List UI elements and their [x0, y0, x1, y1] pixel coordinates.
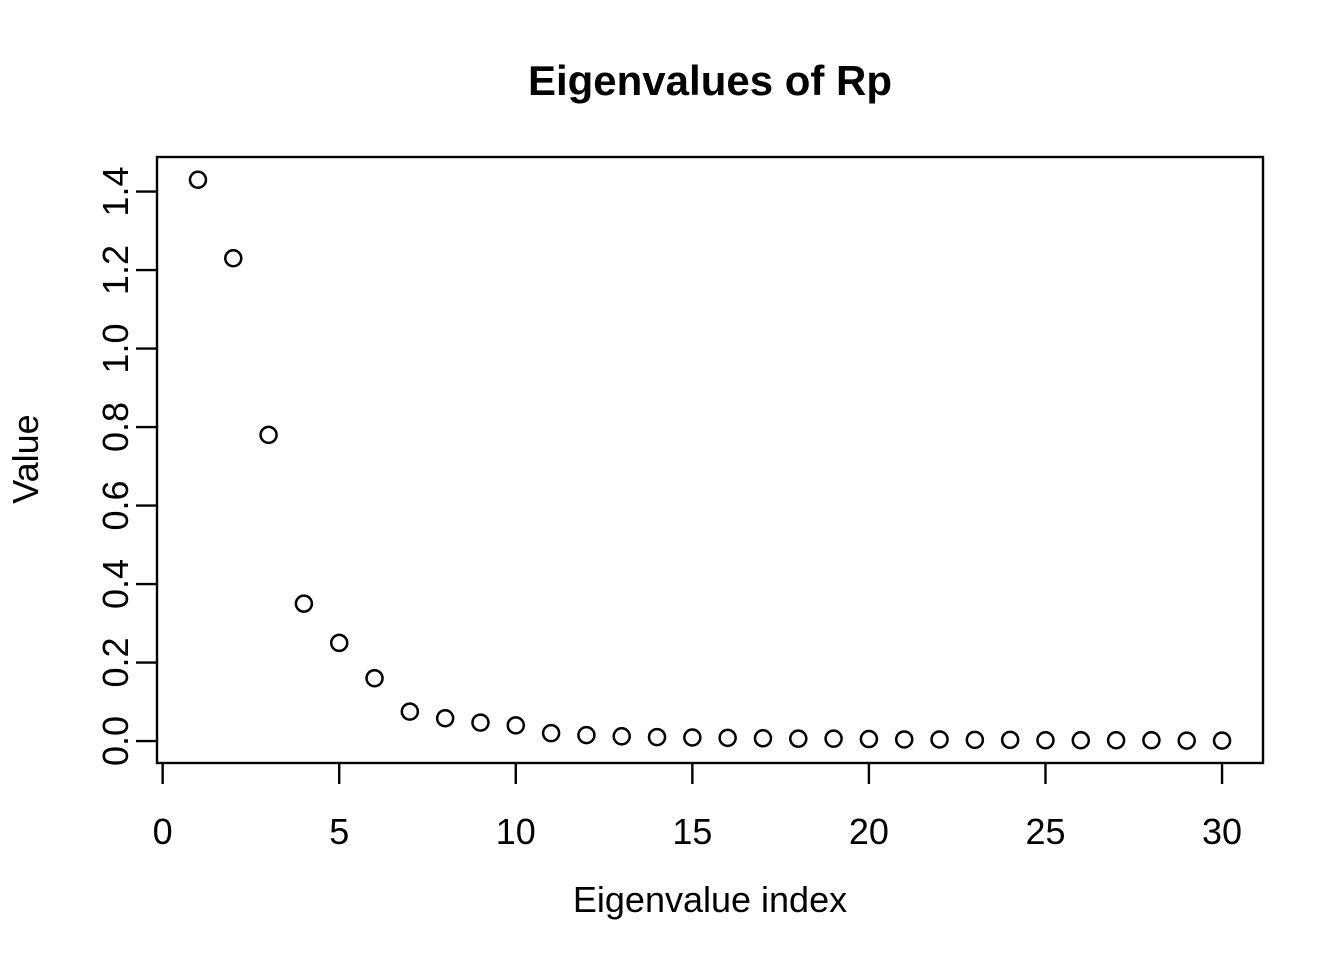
data-point: [1071, 730, 1091, 750]
y-tick-label: 1.4: [95, 167, 136, 217]
y-axis-ticks: 0.0 0.2 0.4 0.6 0.8 1.0 1.2 1.4: [95, 167, 157, 766]
data-point: [224, 249, 243, 268]
y-tick-label: 0.0: [95, 716, 136, 766]
data-point: [859, 729, 879, 749]
data-point: [1106, 730, 1126, 750]
data-point: [647, 727, 667, 747]
y-tick-label: 1.0: [95, 324, 136, 374]
x-tick-label: 20: [849, 811, 889, 852]
data-point: [1000, 730, 1020, 750]
data-point: [683, 728, 702, 747]
y-tick-label: 0.2: [95, 637, 136, 687]
x-tick-label: 15: [672, 811, 712, 852]
y-tick-label: 0.6: [95, 481, 136, 531]
data-point: [824, 729, 843, 748]
x-axis-ticks: 0 5 10 15 20 25 30: [153, 763, 1242, 852]
data-point: [1212, 731, 1232, 750]
x-tick-label: 25: [1025, 811, 1065, 852]
y-tick-label: 0.8: [95, 402, 136, 452]
x-tick-label: 5: [329, 811, 349, 852]
data-point: [1177, 731, 1196, 750]
x-tick-label: 0: [153, 811, 173, 852]
x-tick-label: 10: [496, 811, 536, 852]
x-tick-label: 30: [1202, 811, 1242, 852]
data-point: [753, 729, 773, 748]
data-point: [294, 594, 314, 613]
data-point: [435, 709, 455, 728]
data-point: [329, 633, 349, 653]
y-tick-label: 0.4: [95, 559, 136, 609]
data-point: [471, 713, 490, 732]
data-point: [930, 730, 949, 749]
data-point: [365, 668, 384, 688]
data-point: [541, 723, 561, 743]
chart-title: Eigenvalues of Rp: [528, 57, 892, 104]
data-point: [577, 725, 596, 745]
y-tick-label: 1.2: [95, 245, 136, 295]
plot-box: [155, 155, 1265, 765]
y-axis-label: Value: [5, 414, 46, 503]
data-point: [612, 727, 631, 746]
x-axis-label: Eigenvalue index: [573, 879, 847, 920]
data-point: [1142, 730, 1161, 750]
data-point: [789, 729, 808, 748]
data-point: [400, 702, 420, 721]
data-point: [506, 716, 526, 735]
data-point: [718, 728, 737, 748]
data-point: [259, 425, 278, 445]
data-point: [1036, 730, 1055, 750]
data-point: [965, 730, 985, 750]
data-points: [188, 170, 1232, 750]
data-point: [188, 170, 208, 190]
data-point: [894, 730, 914, 749]
